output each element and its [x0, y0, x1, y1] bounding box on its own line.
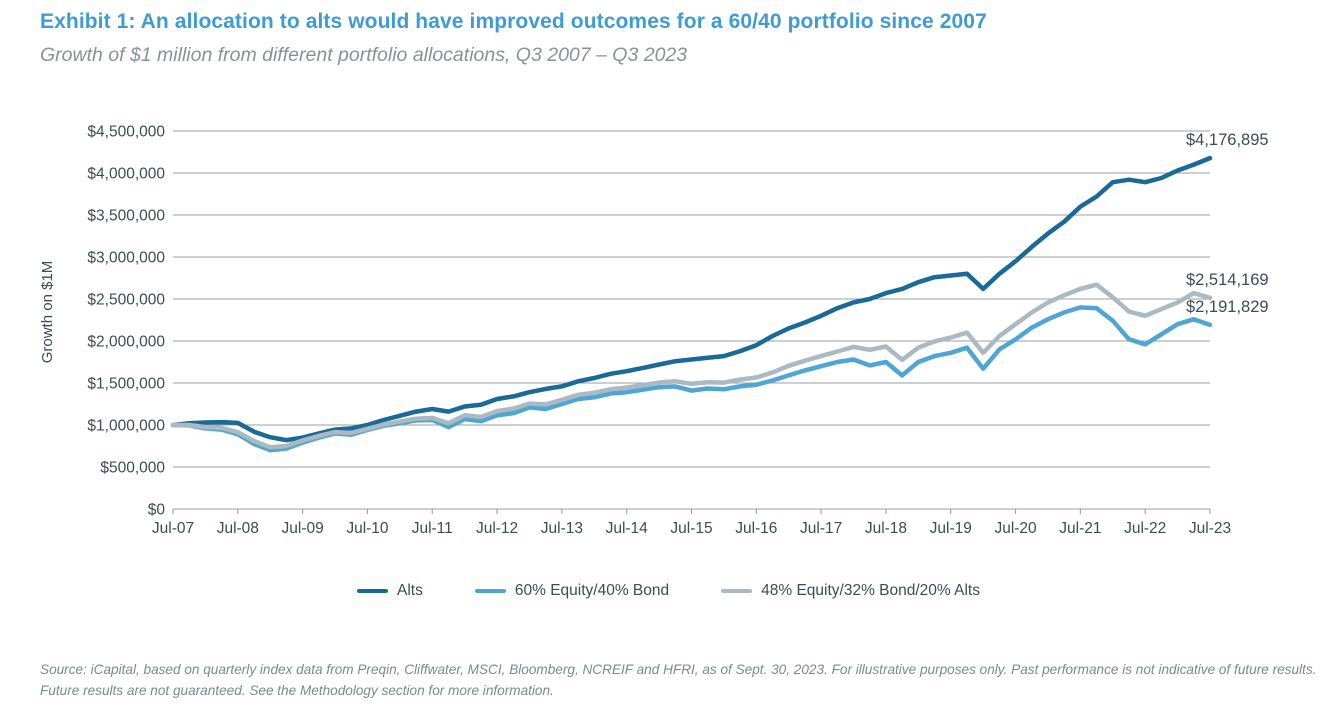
y-axis-tick-label: $500,000	[100, 460, 165, 477]
series-end-value-label-2: $2,514,169	[1186, 271, 1269, 289]
series-end-value-label-0: $4,176,895	[1186, 131, 1269, 149]
x-axis-tick-label: Jul-19	[930, 520, 972, 537]
x-axis-tick-label: Jul-22	[1124, 520, 1166, 537]
y-axis-title: Growth on $1M	[39, 261, 56, 364]
y-axis-tick-label: $3,500,000	[87, 208, 165, 225]
source-note: Source: iCapital, based on quarterly ind…	[40, 662, 1317, 699]
legend-label-equity-bond: 60% Equity/40% Bond	[514, 582, 670, 599]
y-axis-tick-label: $2,500,000	[87, 292, 165, 309]
x-axis-tick-label: Jul-23	[1189, 520, 1231, 537]
legend-swatch-alts	[357, 588, 389, 594]
x-axis-tick-label: Jul-12	[476, 520, 518, 537]
chart-legend: Alts 60% Equity/40% Bond 48% Equity/32% …	[0, 582, 1337, 600]
x-axis-tick-label: Jul-07	[152, 520, 194, 537]
x-axis-tick-label: Jul-18	[865, 520, 907, 537]
x-axis-tick-label: Jul-13	[541, 520, 583, 537]
legend-swatch-equity-bond	[474, 588, 506, 594]
legend-label-alts: Alts	[397, 582, 423, 599]
y-axis-tick-label: $4,500,000	[87, 124, 165, 141]
y-axis-tick-label: $1,500,000	[87, 376, 165, 393]
series-line-1	[170, 305, 1213, 453]
legend-label-blend: 48% Equity/32% Bond/20% Alts	[761, 582, 980, 599]
y-axis-tick-label: $3,000,000	[87, 250, 165, 267]
y-axis-tick-label: $1,000,000	[87, 418, 165, 435]
x-axis-tick-label: Jul-16	[735, 520, 777, 537]
series-end-value-label-1: $2,191,829	[1186, 298, 1269, 316]
y-axis-tick-label: $2,000,000	[87, 334, 165, 351]
page-subtitle: Growth of $1 million from different port…	[40, 44, 688, 66]
x-axis-tick-label: Jul-20	[994, 520, 1037, 537]
x-axis-tick-label: Jul-14	[606, 520, 649, 537]
x-axis-tick-label: Jul-08	[217, 520, 259, 537]
legend-item-alts: Alts	[357, 582, 423, 600]
series-line-0	[170, 155, 1213, 443]
x-axis-tick-label: Jul-10	[346, 520, 389, 537]
page-title: Exhibit 1: An allocation to alts would h…	[40, 10, 987, 33]
x-axis-tick-label: Jul-09	[282, 520, 324, 537]
series-line-2	[170, 282, 1213, 450]
legend-swatch-blend	[721, 588, 753, 594]
y-axis-tick-label: $0	[148, 502, 166, 519]
x-axis-tick-label: Jul-11	[412, 520, 453, 537]
x-axis-tick-label: Jul-15	[670, 520, 712, 537]
growth-line-chart: $0 $500,000 $1,000,000 $1,500,000 $2,000,000…	[39, 124, 1269, 538]
x-axis-tick-label: Jul-21	[1059, 520, 1101, 537]
x-axis-tick-label: Jul-17	[800, 520, 842, 537]
legend-item-blend: 48% Equity/32% Bond/20% Alts	[721, 582, 980, 600]
legend-item-equity-bond: 60% Equity/40% Bond	[474, 582, 670, 600]
y-axis-tick-label: $4,000,000	[87, 166, 165, 183]
